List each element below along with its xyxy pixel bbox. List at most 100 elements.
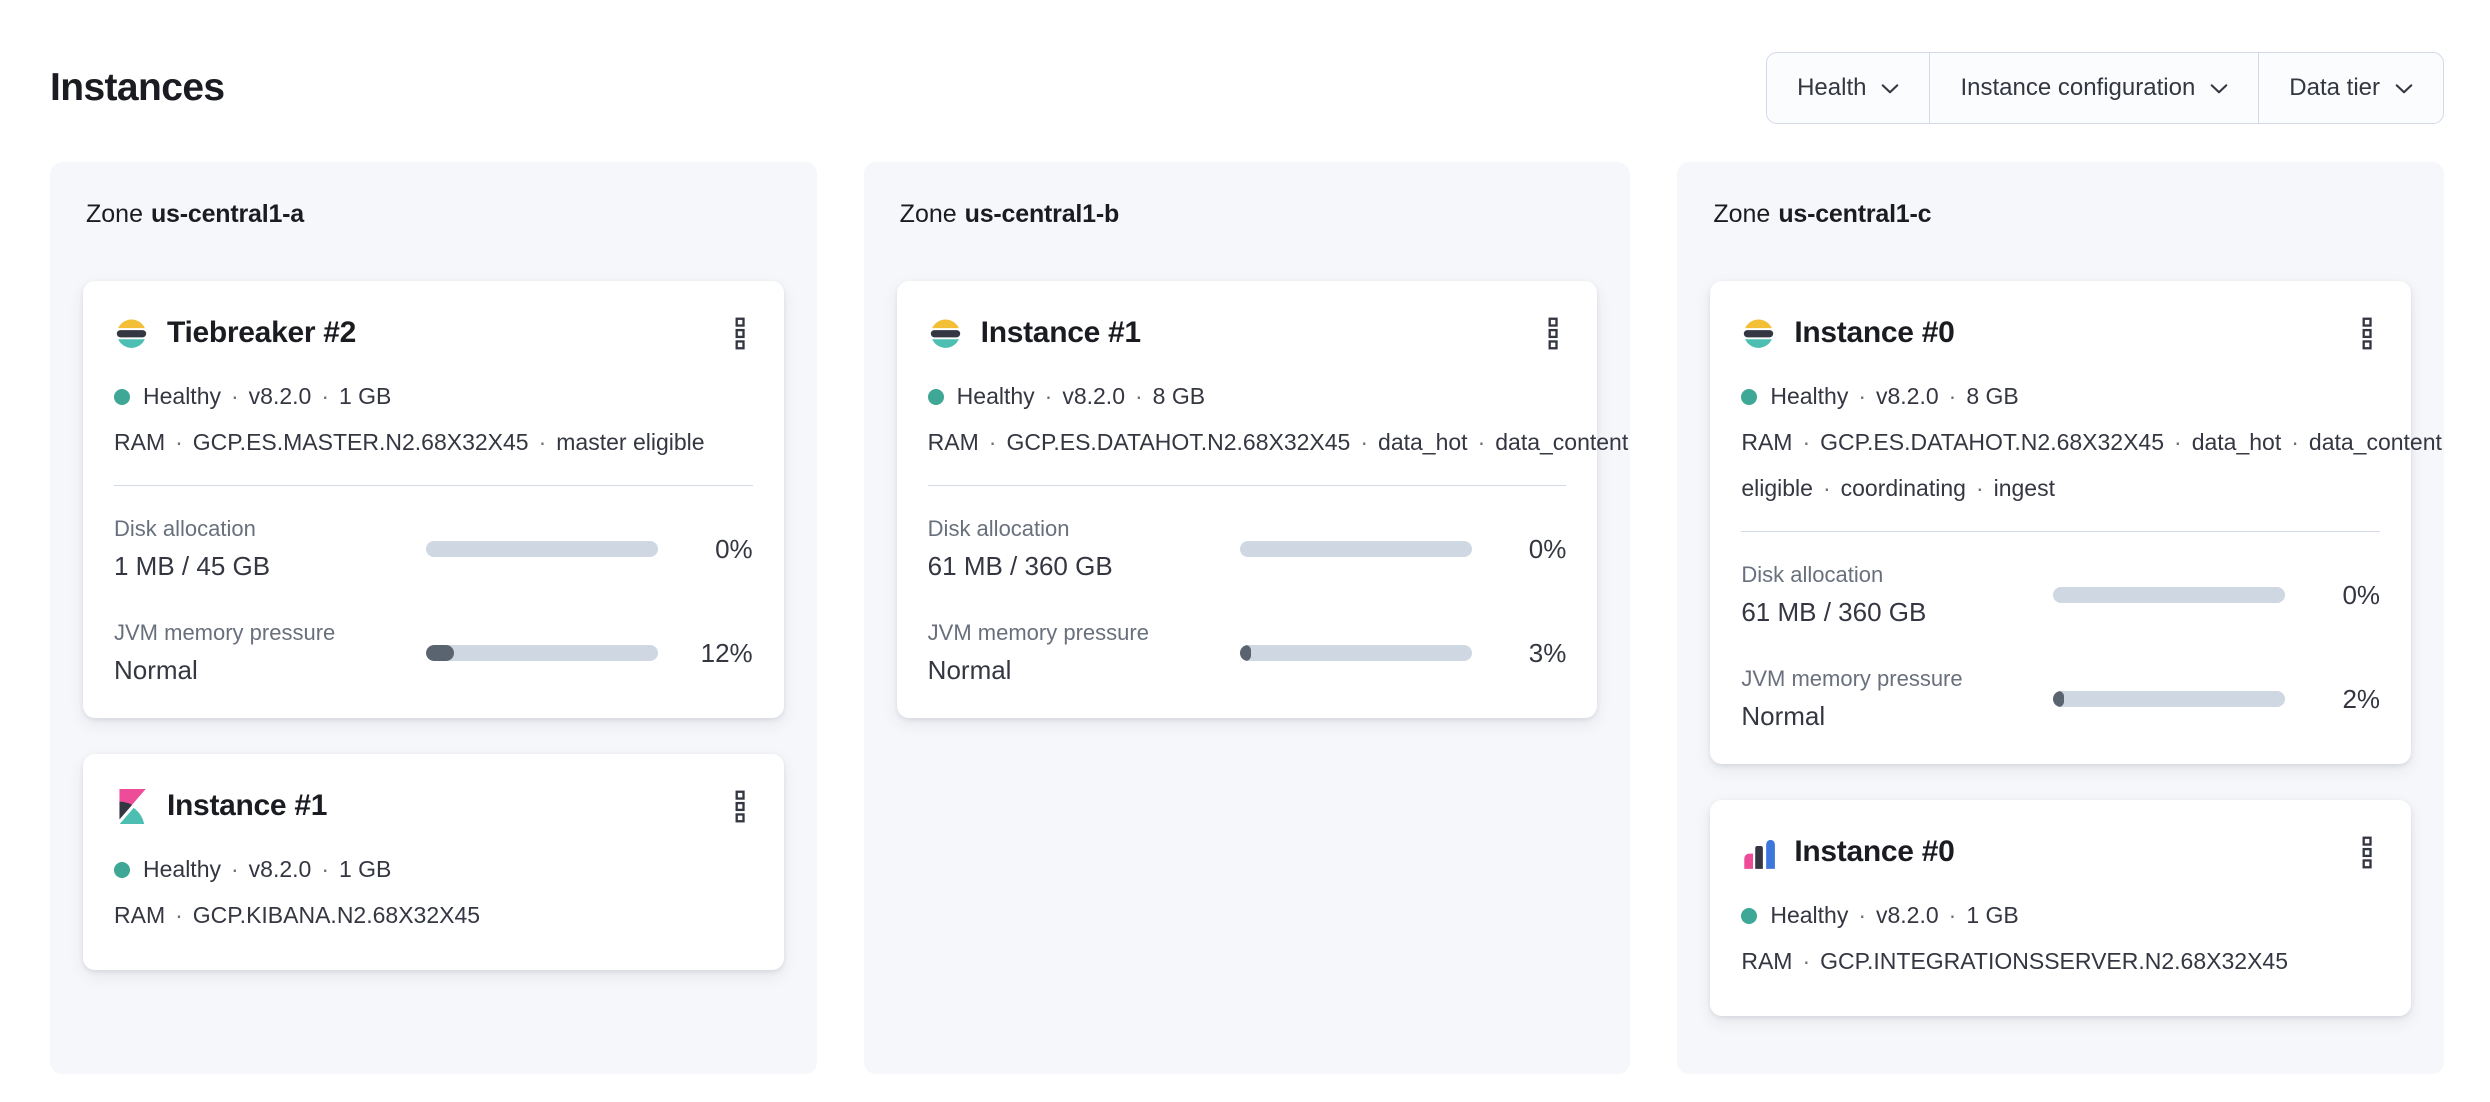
zone-label: Zone us-central1-c [1713,200,2411,229]
separator-dot: · [175,902,183,928]
metric-row: Disk allocation 61 MB / 360 GB 0% [928,516,1567,582]
instance-attribute: v8.2.0 [1876,383,1939,409]
integrations-server-logo [1744,839,1776,869]
metric-label: JVM memory pressure [927,620,1149,645]
health-dot-icon [927,389,944,405]
instance-attribute: 8 GB RAM [1741,383,2019,455]
zone-name: us-central1-b [964,200,1120,228]
progress-fill [426,645,454,661]
instance-menu-button[interactable] [719,309,761,357]
instance-menu-button[interactable] [719,782,761,830]
progress-bar [1239,541,1472,557]
zone-cards: Instance #1 Healthy · v8.2.0 · 8 GB RAM · GCP.… [896,281,1628,718]
zone-label-prefix: Zone [899,200,957,228]
metric-info: JVM memory pressure Normal [114,620,426,686]
instance-attribute: GCP.ES.DATAHOT.N2.68X32X45 [1820,429,2165,455]
zone-cards: Tiebreaker #2 Healthy · v8.2.0 · 1 GB RAM · GC… [83,281,784,970]
instance-attribute: master eligible [556,429,705,455]
instance-status: Healthy · v8.2.0 · 8 GB RAM · GCP.ES.DATAHOT.N… [927,373,1628,465]
metric-percent: 0% [2342,579,2381,610]
separator-dot: · [321,856,329,882]
separator-dot: · [1802,948,1811,974]
metric-value: 61 MB / 360 GB [1741,597,1927,627]
metric-label: Disk allocation [927,516,1070,541]
metric-value: Normal [927,655,1012,685]
health-status-text: Healthy [143,856,221,882]
metric-info: JVM memory pressure Normal [1741,666,2053,732]
metric-label: Disk allocation [114,516,256,541]
instance-attribute: GCP.ES.MASTER.N2.68X32X45 [192,429,529,455]
boxes-vertical-icon [1548,317,1559,349]
metric-info: Disk allocation 61 MB / 360 GB [1741,562,2053,628]
instance-card: Instance #1 Healthy · v8.2.0 · 8 GB RAM · GCP.… [896,281,1628,718]
zone-label: Zone us-central1-a [86,200,784,229]
status-line: Healthy · v8.2.0 · 1 GB RAM · GCP.ES.MASTER.N2… [114,383,705,455]
boxes-vertical-icon [2362,317,2372,349]
separator-dot: · [230,856,239,882]
card-header: Tiebreaker #2 [114,309,753,357]
instance-attribute: v8.2.0 [248,856,312,882]
metric-info: Disk allocation 1 MB / 45 GB [114,516,426,582]
metric-info: JVM memory pressure Normal [928,620,1240,686]
health-dot-icon [1741,908,1758,924]
metric-percent: 2% [2342,683,2381,714]
instance-attribute: GCP.KIBANA.N2.68X32X45 [192,902,481,928]
elasticsearch-logo [930,319,960,348]
instance-attribute: data_content [1495,429,1629,455]
zone-panel: Zone us-central1-b Instance #1 Healthy · v8… [863,162,1631,1074]
progress-bar [2053,587,2286,603]
instance-title: Instance #1 [167,789,328,822]
zone-label-prefix: Zone [1713,200,1771,228]
separator-dot: · [1134,383,1143,409]
separator-dot: · [538,429,547,455]
instance-attribute: ingest [1993,475,2055,501]
health-status-text: Healthy [1770,383,1849,409]
metrics-section: Disk allocation 1 MB / 45 GB 0% JVM memo… [114,516,753,686]
instance-status: Healthy · v8.2.0 · 1 GB RAM · GCP.KIBANA.N2.68… [114,846,753,938]
instance-title: Instance #1 [980,316,1141,349]
chevron-down-icon [1882,84,1899,94]
instance-card: Instance #0 Healthy · v8.2.0 · 8 GB RAM · GCP.… [1710,281,2442,764]
progress-bar [1239,645,1472,661]
instance-attribute: coordinating [1840,475,1966,501]
metric-row: Disk allocation 1 MB / 45 GB 0% [114,516,753,582]
filter-label: Instance configuration [1960,74,2196,101]
separator-dot: · [1858,383,1866,409]
filter-label: Data tier [2289,74,2380,101]
zone-name: us-central1-a [150,200,304,228]
filter-button-data-tier[interactable]: Data tier [2258,53,2443,123]
elasticsearch-logo [116,319,147,348]
separator-dot: · [2291,429,2299,455]
status-line: Healthy · v8.2.0 · 8 GB RAM · GCP.ES.DATAHOT.N… [1741,383,2444,501]
metric-percent: 12% [700,637,753,668]
instance-attribute: v8.2.0 [1062,383,1125,409]
metric-percent: 0% [1528,533,1567,564]
card-divider [1741,531,2381,532]
separator-dot: · [1477,429,1486,455]
instance-attribute: 1 GB RAM [114,383,392,455]
status-line: Healthy · v8.2.0 · 8 GB RAM · GCP.ES.DATAHOT.N… [928,383,1631,455]
separator-dot: · [1802,429,1811,455]
instance-menu-button[interactable] [2346,309,2388,357]
page-header: Instances Health Instance configuration … [0,0,2490,124]
metric-row: Disk allocation 61 MB / 360 GB 0% [1741,562,2380,628]
instance-status: Healthy · v8.2.0 · 8 GB RAM · GCP.ES.DATAHOT.N… [1741,373,2442,511]
instance-card: Tiebreaker #2 Healthy · v8.2.0 · 1 GB RAM · GC… [83,281,784,718]
separator-dot: · [1975,475,1984,501]
separator-dot: · [1044,383,1053,409]
metric-label: JVM memory pressure [1741,666,1963,691]
zone-panel: Zone us-central1-c Instance #0 Healthy · v8… [1677,162,2445,1074]
metric-row: JVM memory pressure Normal 3% [928,620,1567,686]
status-line: Healthy · v8.2.0 · 1 GB RAM · GCP.KIBANA.N2.68… [114,856,480,928]
chevron-down-icon [2395,84,2413,94]
card-divider [114,485,753,486]
instance-menu-button[interactable] [2346,828,2388,876]
progress-fill [1239,645,1251,661]
filter-button-instance-configuration[interactable]: Instance configuration [1929,53,2258,123]
separator-dot: · [2174,429,2182,455]
instance-menu-button[interactable] [1532,309,1574,357]
filter-button-health[interactable]: Health [1767,53,1929,123]
card-header: Instance #1 [928,309,1567,357]
page-title: Instances [50,66,225,109]
zone-label-prefix: Zone [86,200,143,228]
